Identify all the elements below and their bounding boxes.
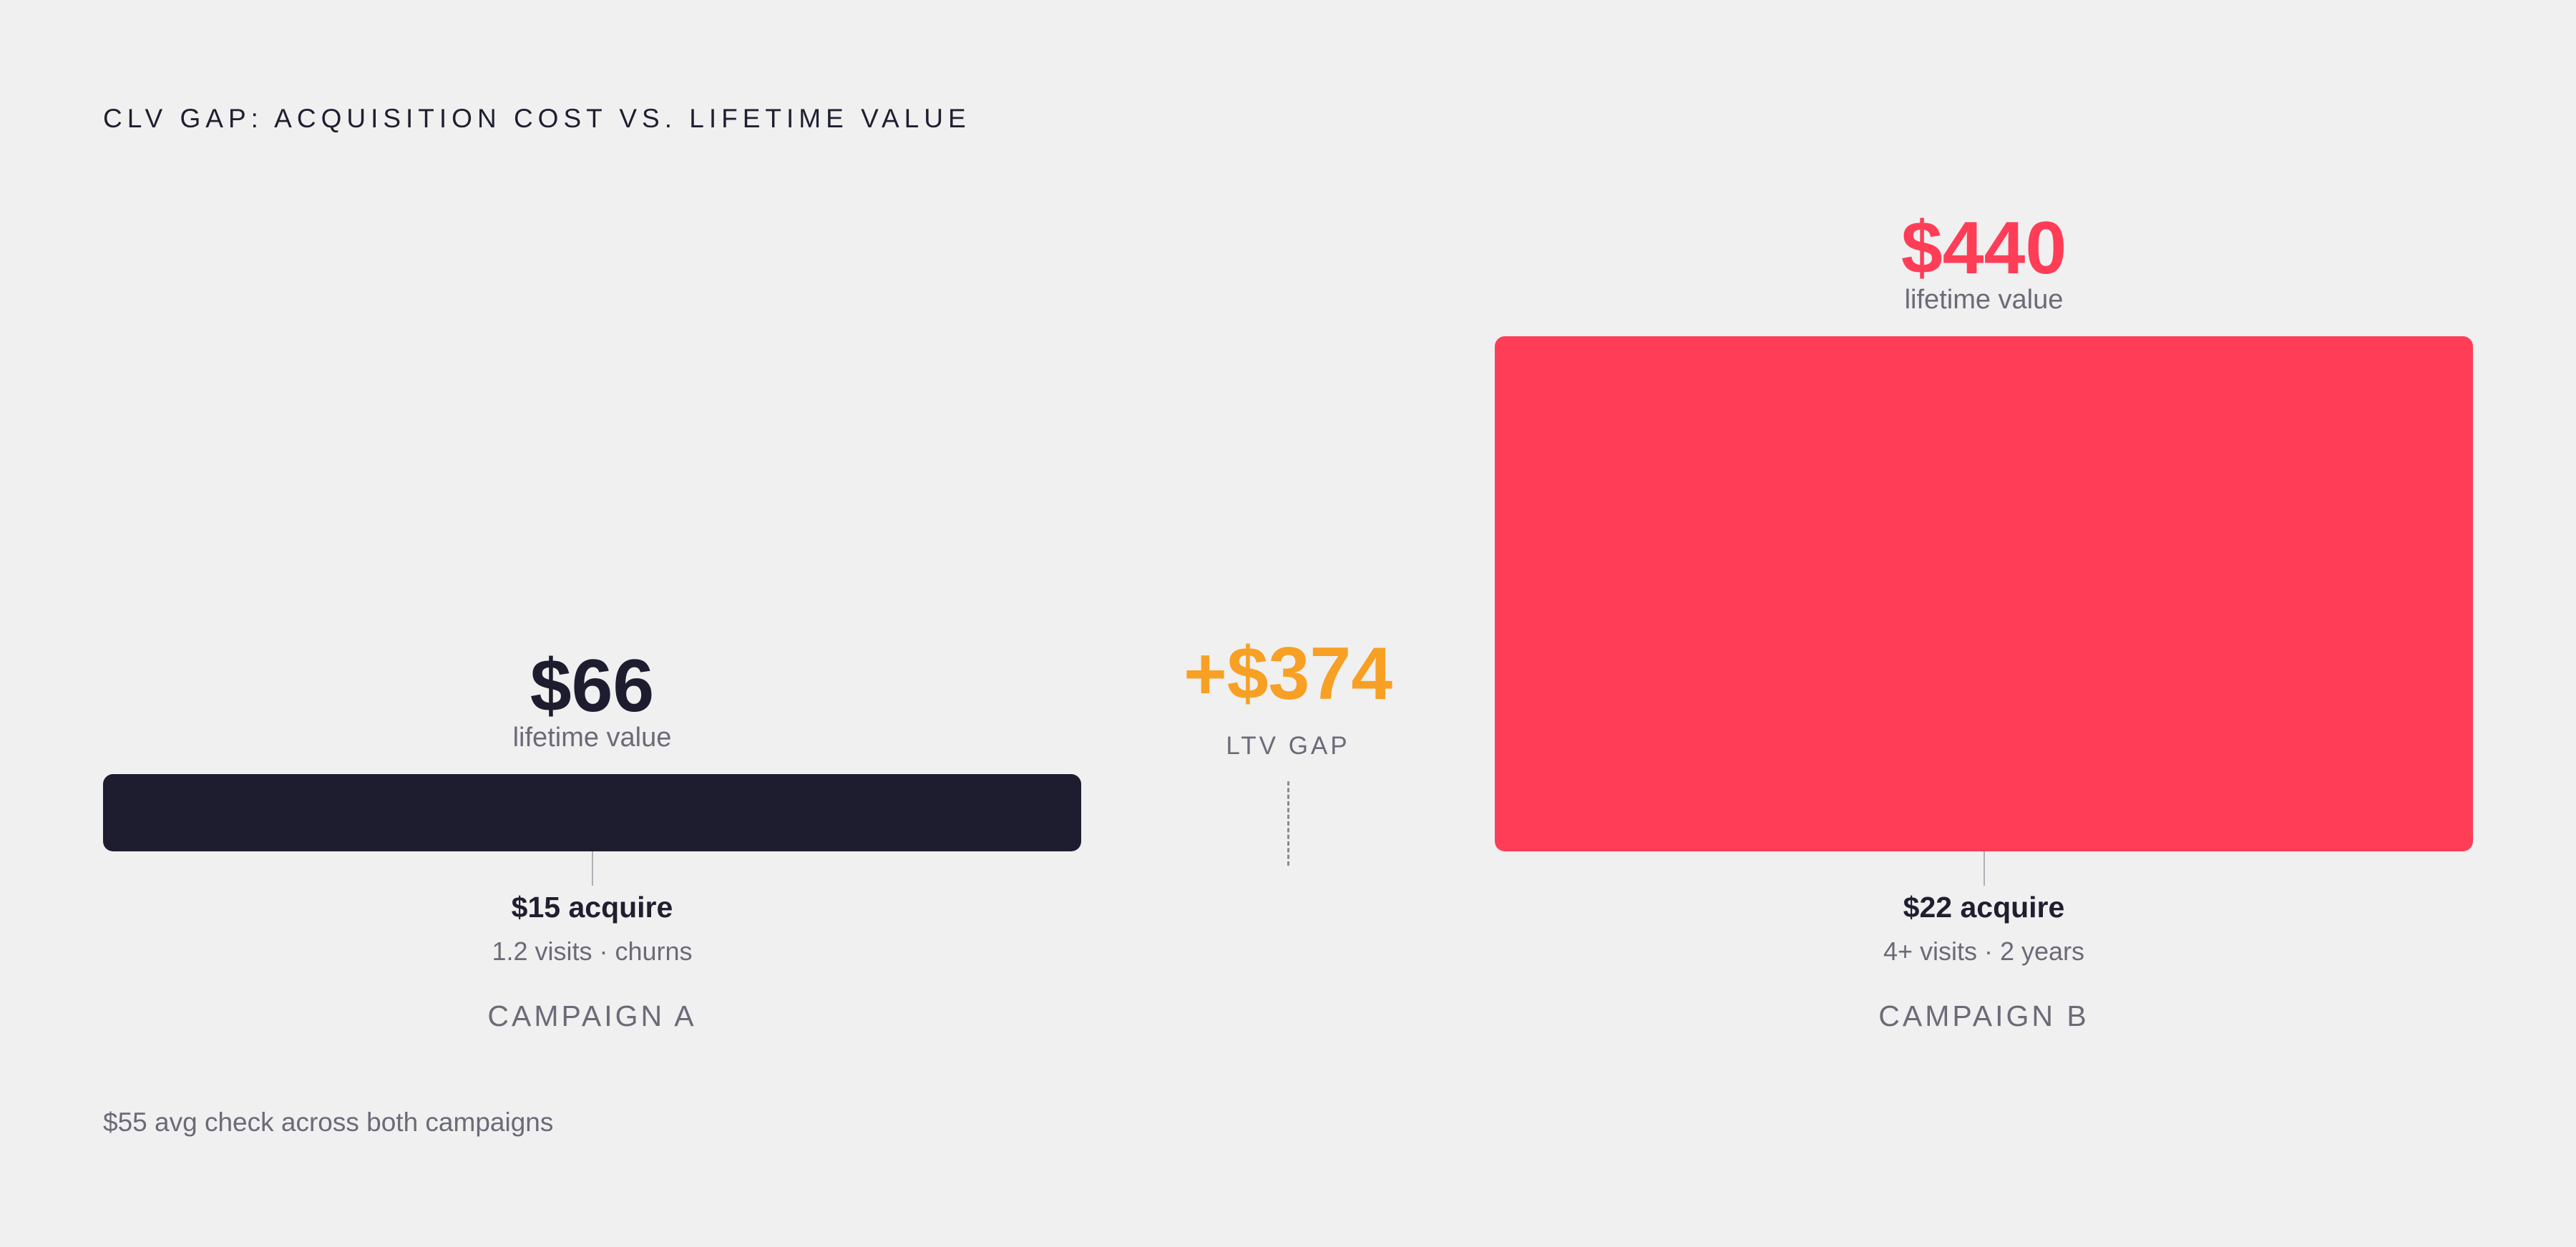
campaign-b-bar [1495,336,2473,851]
chart-title: CLV GAP: ACQUISITION COST VS. LIFETIME V… [103,104,971,133]
campaign-a-bar [103,774,1081,851]
campaign-b-label: CAMPAIGN B [1878,999,2089,1032]
campaign-b-tick [1983,851,1985,886]
ltv-gap-connector [1287,781,1289,866]
ltv-gap-value: +$374 [1183,632,1393,715]
campaign-a-label: CAMPAIGN A [487,999,697,1032]
campaign-a-detail: 1.2 visits · churns [492,937,693,966]
campaign-a-tick [591,851,593,886]
campaign-b-detail: 4+ visits · 2 years [1883,937,2085,966]
campaign-b-ltv-value: $440 [1901,207,2067,290]
campaign-b-acquire-cost: $22 acquire [1903,891,2065,924]
ltv-gap-caption: LTV GAP [1226,732,1350,760]
campaign-b-ltv-caption: lifetime value [1904,285,2064,315]
campaign-a-ltv-value: $66 [530,645,655,728]
campaign-a-acquire-cost: $15 acquire [511,891,673,924]
footnote: $55 avg check across both campaigns [103,1107,554,1137]
campaign-a-ltv-caption: lifetime value [512,723,672,753]
